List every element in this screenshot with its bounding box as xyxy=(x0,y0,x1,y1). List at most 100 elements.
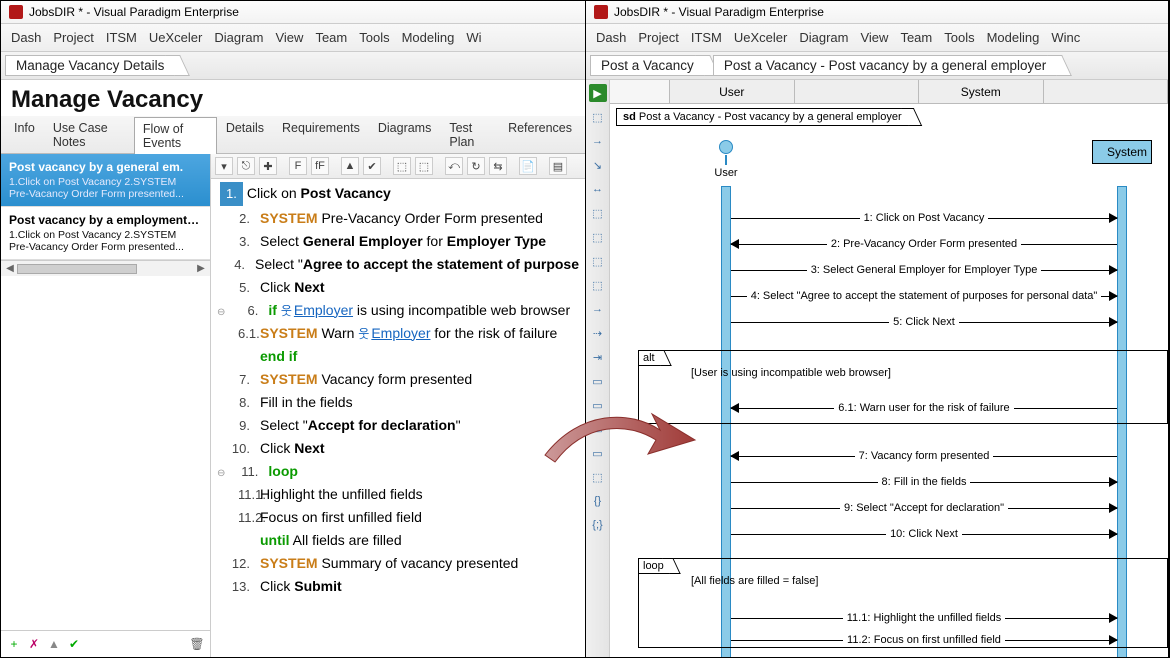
palette-tool[interactable]: {;} xyxy=(589,516,607,534)
tab-use-case-notes[interactable]: Use Case Notes xyxy=(44,116,134,153)
menu-view[interactable]: View xyxy=(275,30,303,45)
menu-tools[interactable]: Tools xyxy=(944,30,974,45)
menu-wi[interactable]: Wi xyxy=(466,30,481,45)
menu-tools[interactable]: Tools xyxy=(359,30,389,45)
lifeline-tab[interactable] xyxy=(1044,80,1169,103)
lifeline-tab[interactable]: User xyxy=(670,80,795,103)
lifeline-tabs[interactable]: User System xyxy=(610,80,1168,104)
step-row[interactable]: 2.SYSTEM Pre-Vacancy Order Form presente… xyxy=(211,207,585,230)
toolbar-button[interactable]: ⤺ xyxy=(445,157,463,175)
toolbar-button[interactable]: ▾ xyxy=(215,157,233,175)
palette-tool[interactable]: → xyxy=(589,132,607,150)
step-row[interactable]: 4.Select "Agree to accept the statement … xyxy=(211,253,585,276)
steps-toolbar[interactable]: ▾⎋✚FfF▲✔⬚⬚⤺↻⇆📄▤ xyxy=(211,154,585,179)
menu-modeling[interactable]: Modeling xyxy=(402,30,455,45)
step-row[interactable]: 10.Click Next xyxy=(211,437,585,460)
toolbar-button[interactable]: ⎋ xyxy=(237,157,255,175)
step-row[interactable]: ⊖11.loop xyxy=(211,460,585,483)
lifeline-tab[interactable]: System xyxy=(919,80,1044,103)
step-row[interactable]: 1.Click on Post Vacancy xyxy=(211,181,585,207)
extension-icon[interactable]: ✗ xyxy=(27,637,41,651)
step-row[interactable]: 13.Click Submit xyxy=(211,575,585,598)
trash-icon[interactable]: 🗑 xyxy=(190,637,204,651)
menu-winc[interactable]: Winc xyxy=(1051,30,1080,45)
collapse-icon[interactable]: ⊖ xyxy=(217,305,228,320)
add-icon[interactable]: + xyxy=(7,637,21,651)
toolbar-button[interactable]: ⇆ xyxy=(489,157,507,175)
tab-info[interactable]: Info xyxy=(5,116,44,153)
palette-tool[interactable]: ⬚ xyxy=(589,468,607,486)
palette-tool[interactable]: ⬚ xyxy=(589,228,607,246)
menu-modeling[interactable]: Modeling xyxy=(987,30,1040,45)
message[interactable]: 7: Vacancy form presented xyxy=(731,448,1117,464)
tab-flow-of-events[interactable]: Flow of Events xyxy=(134,117,217,154)
steps-list[interactable]: 1.Click on Post Vacancy2.SYSTEM Pre-Vaca… xyxy=(211,179,585,657)
detail-tabs[interactable]: InfoUse Case NotesFlow of EventsDetailsR… xyxy=(1,116,585,154)
toolbar-button[interactable] xyxy=(333,157,337,175)
palette-tool[interactable]: ⇢ xyxy=(589,324,607,342)
lifeline-tab[interactable] xyxy=(610,80,670,103)
palette-tool[interactable]: ⬚ xyxy=(589,276,607,294)
toolbar-button[interactable] xyxy=(281,157,285,175)
toolbar-button[interactable] xyxy=(511,157,515,175)
message[interactable]: 3: Select General Employer for Employer … xyxy=(731,262,1117,278)
palette-tool[interactable]: ▶ xyxy=(589,84,607,102)
palette-tool[interactable]: ⬚ xyxy=(589,204,607,222)
tab-details[interactable]: Details xyxy=(217,116,273,153)
lifeline-user[interactable]: User xyxy=(696,140,756,179)
menu-team[interactable]: Team xyxy=(900,30,932,45)
check-icon[interactable]: ✔ xyxy=(67,637,81,651)
step-row[interactable]: 8.Fill in the fields xyxy=(211,391,585,414)
palette-tool[interactable]: ↘ xyxy=(589,156,607,174)
palette-tool[interactable]: ↔ xyxy=(589,180,607,198)
message[interactable]: 8: Fill in the fields xyxy=(731,474,1117,490)
palette-tool[interactable]: ⬚ xyxy=(589,108,607,126)
breadcrumb-item[interactable]: Manage Vacancy Details xyxy=(5,55,179,76)
step-row[interactable]: until All fields are filled xyxy=(211,529,585,552)
scenario-card[interactable]: Post vacancy by a general em.1.Click on … xyxy=(1,154,210,207)
toolbar-button[interactable]: fF xyxy=(311,157,329,175)
scenario-hscroll[interactable]: ◀▶ xyxy=(1,260,210,276)
menu-uexceler[interactable]: UeXceler xyxy=(149,30,202,45)
step-row[interactable]: 6.1.SYSTEM Warn 웃Employer for the risk o… xyxy=(211,322,585,345)
menu-itsm[interactable]: ITSM xyxy=(106,30,137,45)
scenario-card[interactable]: Post vacancy by a employment ager1.Click… xyxy=(1,207,210,260)
toolbar-button[interactable] xyxy=(541,157,545,175)
message[interactable]: 2: Pre-Vacancy Order Form presented xyxy=(731,236,1117,252)
palette-tool[interactable]: ▭ xyxy=(589,420,607,438)
palette-tool[interactable]: {} xyxy=(589,492,607,510)
diagram-palette[interactable]: ▶⬚→↘↔⬚⬚⬚⬚→⇢⇥▭▭▭▭⬚{}{;} xyxy=(586,80,610,657)
palette-tool[interactable]: ▭ xyxy=(589,444,607,462)
menu-team[interactable]: Team xyxy=(315,30,347,45)
toolbar-button[interactable]: ↻ xyxy=(467,157,485,175)
step-row[interactable]: ⊖6.if 웃Employer is using incompatible we… xyxy=(211,299,585,322)
message[interactable]: 10: Click Next xyxy=(731,526,1117,542)
menu-view[interactable]: View xyxy=(860,30,888,45)
menu-dash[interactable]: Dash xyxy=(11,30,41,45)
step-row[interactable]: 12.SYSTEM Summary of vacancy presented xyxy=(211,552,585,575)
menu-diagram[interactable]: Diagram xyxy=(799,30,848,45)
menu-itsm[interactable]: ITSM xyxy=(691,30,722,45)
collapse-icon[interactable]: ⊖ xyxy=(217,466,228,481)
up-icon[interactable]: ▲ xyxy=(47,637,61,651)
sequence-canvas[interactable]: sd Post a Vacancy - Post vacancy by a ge… xyxy=(610,104,1168,657)
tab-requirements[interactable]: Requirements xyxy=(273,116,369,153)
step-row[interactable]: 9.Select "Accept for declaration" xyxy=(211,414,585,437)
palette-tool[interactable]: ▭ xyxy=(589,396,607,414)
toolbar-button[interactable]: ✚ xyxy=(259,157,277,175)
breadcrumb-item[interactable]: Post a Vacancy xyxy=(590,55,709,76)
message[interactable]: 1: Click on Post Vacancy xyxy=(731,210,1117,226)
breadcrumb-item[interactable]: Post a Vacancy - Post vacancy by a gener… xyxy=(713,55,1061,76)
toolbar-button[interactable]: 📄 xyxy=(519,157,537,175)
left-breadcrumb[interactable]: Manage Vacancy Details xyxy=(1,52,585,80)
step-row[interactable]: end if xyxy=(211,345,585,368)
palette-tool[interactable]: ⇥ xyxy=(589,348,607,366)
step-row[interactable]: 5.Click Next xyxy=(211,276,585,299)
right-menubar[interactable]: DashProjectITSMUeXcelerDiagramViewTeamTo… xyxy=(586,24,1168,52)
tab-test-plan[interactable]: Test Plan xyxy=(440,116,499,153)
menu-project[interactable]: Project xyxy=(53,30,93,45)
lifeline-tab[interactable] xyxy=(795,80,920,103)
toolbar-button[interactable]: ✔ xyxy=(363,157,381,175)
lifeline-system[interactable]: System xyxy=(1092,140,1152,164)
message[interactable]: 5: Click Next xyxy=(731,314,1117,330)
